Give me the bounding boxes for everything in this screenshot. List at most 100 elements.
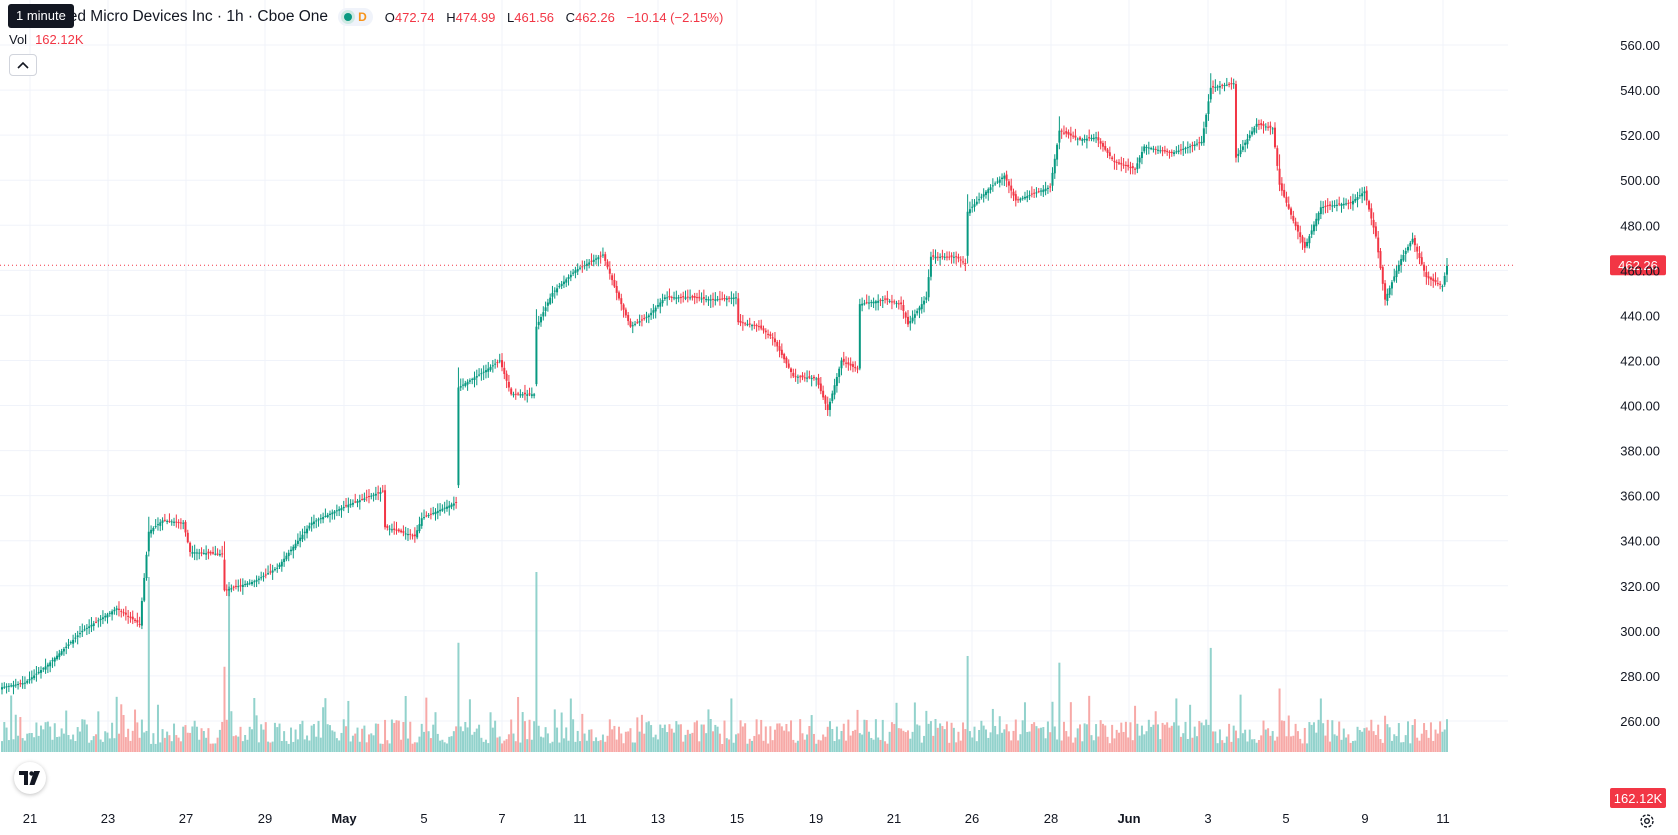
candle-body — [936, 256, 939, 258]
candle-body — [400, 530, 403, 533]
candle-body — [1324, 205, 1327, 207]
candle-body — [971, 206, 974, 208]
candle-body — [934, 256, 937, 259]
status-indicators[interactable]: D — [338, 8, 373, 26]
volume-bar — [1335, 735, 1338, 752]
candle-body — [812, 376, 815, 379]
volume-bar — [913, 702, 916, 752]
tradingview-logo-icon[interactable] — [14, 762, 46, 794]
volume-bar — [698, 741, 701, 752]
candle-body — [1014, 194, 1017, 201]
candle-body — [333, 511, 336, 514]
candle-body — [546, 302, 549, 306]
volume-bar — [1131, 740, 1134, 752]
volume-bar — [1248, 729, 1251, 752]
candle-body — [645, 316, 648, 318]
gear-icon[interactable] — [1638, 812, 1656, 830]
volume-bar — [911, 731, 914, 752]
volume-bar — [631, 742, 634, 752]
candle-body — [1388, 288, 1391, 295]
volume-bar — [1262, 720, 1265, 752]
candle-body — [397, 529, 400, 532]
volume-bar — [927, 723, 930, 752]
candle-body — [700, 298, 703, 300]
candle-body — [627, 314, 630, 322]
volume-bar — [1237, 738, 1240, 752]
low-label: L — [507, 9, 515, 25]
candle-body — [384, 490, 387, 528]
candle-body — [1074, 135, 1077, 138]
volume-bar — [1257, 739, 1260, 752]
volume-bar — [347, 700, 350, 752]
x-tick-label: 23 — [101, 811, 115, 826]
volume-bar — [505, 739, 508, 752]
volume-bar — [225, 719, 228, 752]
volume-bar — [186, 732, 189, 752]
candle-body — [1177, 150, 1180, 152]
candle-body — [170, 521, 173, 523]
volume-bar — [406, 738, 409, 752]
volume-bar — [1058, 662, 1061, 752]
volume-bar — [1397, 723, 1400, 752]
candle-body — [941, 256, 944, 258]
volume-bar — [700, 724, 703, 752]
candle-body — [716, 299, 719, 301]
volume-bar — [1101, 723, 1104, 752]
volume-bar — [980, 720, 983, 752]
volume-bar — [1423, 723, 1426, 752]
volume-bar — [349, 741, 352, 752]
volume-bar — [1315, 732, 1318, 752]
candle-body — [803, 377, 806, 379]
symbol-title[interactable]: ced Micro Devices Inc · 1h · Cboe One — [61, 8, 329, 25]
x-tick-label: 5 — [1282, 811, 1289, 826]
y-tick-label: 540.00 — [1620, 83, 1660, 98]
candle-body — [909, 321, 912, 324]
volume-bar — [943, 729, 946, 752]
volume-bar — [1361, 731, 1364, 752]
volume-bar — [716, 726, 719, 752]
candle-body — [365, 496, 368, 498]
collapse-legend-button[interactable] — [9, 54, 37, 76]
candle-body — [90, 624, 93, 627]
candle-body — [418, 524, 421, 532]
candle-body — [996, 181, 999, 183]
volume-bar — [1329, 741, 1332, 752]
candle-body — [744, 323, 747, 325]
candle-body — [450, 504, 453, 507]
volume-bar — [592, 741, 595, 752]
candle-body — [480, 373, 483, 375]
price-axis: 260.00 280.00 300.00 320.00 340.00 360.00 380.… — [1620, 38, 1660, 729]
volume-bar — [402, 721, 405, 752]
volume-bar — [1202, 725, 1205, 752]
candle-body — [163, 519, 166, 521]
volume-bar — [512, 733, 515, 752]
candle-body — [207, 551, 210, 554]
candle-body — [588, 262, 591, 265]
candle-body — [473, 377, 476, 380]
candle-body — [698, 296, 701, 299]
candle-body — [1232, 83, 1235, 85]
volume-bar — [705, 733, 708, 752]
candle-body — [81, 630, 84, 633]
candle-body — [1425, 272, 1428, 278]
candle-body — [303, 531, 306, 534]
candle-body — [533, 394, 536, 396]
volume-bar — [397, 720, 400, 752]
candle-body — [817, 377, 820, 385]
candle-body — [1390, 282, 1393, 289]
candle-body — [1046, 187, 1049, 189]
volume-bar — [1079, 724, 1082, 752]
volume-bar — [262, 729, 265, 752]
candle-body — [890, 301, 893, 303]
candle-body — [943, 256, 946, 258]
candle-body — [842, 358, 845, 362]
ohlc-values: O472.74 H474.99 L461.56 C462.26 −10.14 (… — [385, 10, 732, 25]
volume-bar — [441, 739, 444, 752]
candle-body — [1150, 148, 1153, 150]
volume-bar — [1175, 698, 1178, 752]
volume-bar — [583, 733, 586, 752]
volume-bar — [1340, 739, 1343, 752]
volume-bar — [1310, 724, 1313, 752]
volume-bar — [1017, 740, 1020, 752]
